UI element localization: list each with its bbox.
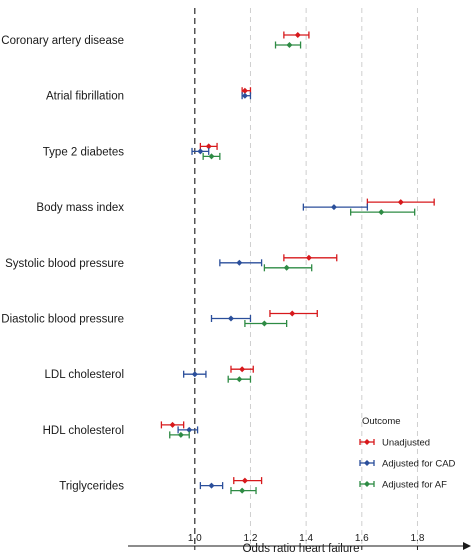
point-estimate — [289, 310, 296, 317]
legend-item: Adjusted for CAD — [359, 459, 456, 470]
legend-marker — [364, 481, 370, 487]
point-estimate — [286, 42, 293, 48]
point-estimate — [169, 421, 176, 428]
category-label: Coronary artery disease — [1, 35, 124, 47]
point-estimate — [378, 209, 385, 216]
point-estimate — [227, 315, 234, 322]
series-group — [177, 92, 369, 490]
point-estimate — [191, 371, 198, 378]
point-estimate — [197, 148, 204, 155]
x-axis-title: Odds ratio heart failure — [243, 543, 360, 553]
point-estimate — [208, 153, 215, 160]
x-tick-label: 1.2 — [244, 533, 258, 544]
x-axis-arrow — [463, 542, 471, 550]
category-label: Systolic blood pressure — [5, 258, 124, 270]
point-estimate — [177, 431, 184, 438]
point-estimate — [236, 259, 243, 266]
point-estimate — [241, 87, 248, 94]
x-tick-labels: 1.0 1.2 1.4 1.6 1.8 — [188, 533, 425, 550]
legend-item: Adjusted for AF — [359, 480, 447, 491]
point-estimate — [208, 482, 215, 489]
category-label: Diastolic blood pressure — [1, 314, 124, 326]
point-estimate — [241, 92, 248, 99]
point-estimate — [239, 366, 246, 373]
x-axis — [128, 542, 471, 550]
legend-label: Adjusted for AF — [382, 480, 447, 491]
point-estimate — [239, 487, 246, 494]
category-label: HDL cholesterol — [43, 425, 124, 437]
point-estimate — [283, 264, 290, 271]
category-label: LDL cholesterol — [45, 369, 124, 381]
category-label: Atrial fibrillation — [46, 91, 124, 103]
x-tick-label: 1.0 — [188, 533, 202, 544]
series-group — [160, 31, 435, 485]
legend-label: Adjusted for CAD — [382, 459, 456, 470]
legend-label: Unadjusted — [382, 438, 430, 449]
series-marks — [160, 31, 435, 495]
legend-marker — [364, 460, 370, 466]
x-tick-label: 1.6 — [355, 533, 369, 544]
point-estimate — [330, 204, 337, 211]
point-estimate — [205, 143, 212, 150]
category-label: Body mass index — [36, 202, 124, 214]
point-estimate — [261, 320, 268, 327]
point-estimate — [305, 254, 312, 261]
x-tick-label: 1.4 — [299, 533, 313, 544]
legend-item: Unadjusted — [359, 438, 430, 449]
legend-marker — [364, 439, 370, 445]
series-group — [169, 41, 416, 495]
point-estimate — [236, 376, 243, 383]
point-estimate — [241, 477, 248, 484]
category-labels: Coronary artery disease Atrial fibrillati… — [1, 35, 124, 493]
legend: Outcome Unadjusted Adjusted for CAD Adjust… — [359, 416, 456, 491]
point-estimate — [294, 32, 301, 38]
category-label: Triglycerides — [59, 481, 124, 493]
point-estimate — [186, 426, 193, 433]
category-label: Type 2 diabetes — [43, 146, 124, 158]
x-tick-label: 1.8 — [411, 533, 425, 544]
point-estimate — [397, 199, 404, 206]
legend-title: Outcome — [362, 416, 401, 427]
